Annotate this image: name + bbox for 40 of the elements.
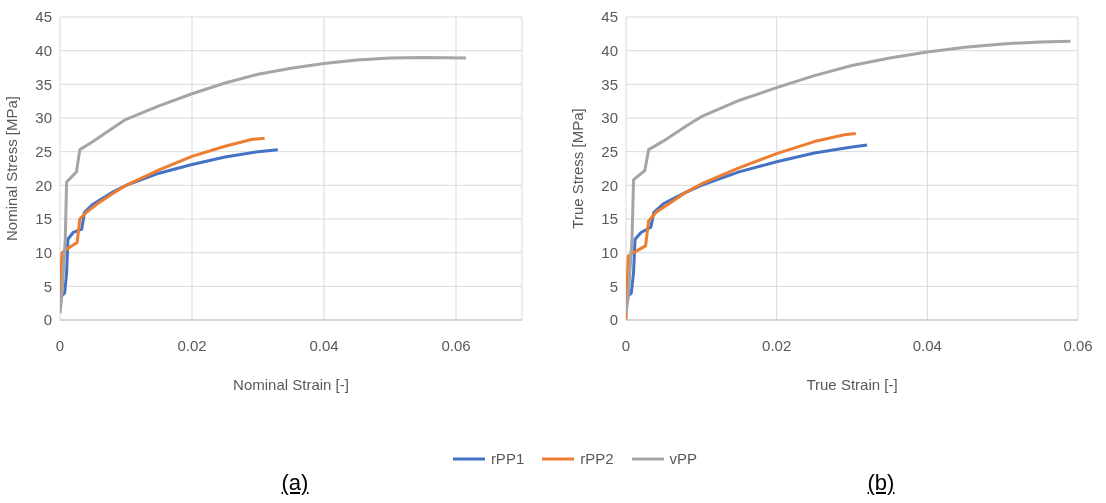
y-tick-label: 30 bbox=[601, 109, 618, 127]
y-tick-label: 40 bbox=[35, 41, 52, 59]
x-tick-label: 0 bbox=[621, 336, 631, 354]
y-tick-label: 25 bbox=[601, 142, 618, 160]
y-tick-label: 35 bbox=[35, 75, 52, 93]
y-axis-title: Nominal Stress [MPa] bbox=[3, 95, 21, 242]
legend-label: vPP bbox=[669, 450, 698, 467]
x-tick-label: 0.06 bbox=[441, 336, 471, 354]
y-tick-label: 20 bbox=[601, 176, 618, 194]
text: (a) bbox=[280, 470, 310, 496]
line-series bbox=[60, 55, 468, 315]
y-tick-label: 35 bbox=[601, 75, 618, 93]
y-tick-label: 30 bbox=[35, 109, 52, 127]
y-tick-label: 5 bbox=[43, 277, 52, 295]
y-tick-label: 0 bbox=[43, 311, 52, 329]
text: (b) bbox=[866, 470, 896, 496]
legend-label: rPP2 bbox=[580, 450, 614, 467]
y-tick-label: 15 bbox=[601, 210, 618, 228]
x-tick-label: 0.04 bbox=[912, 336, 942, 354]
x-axis-title: True Strain [-] bbox=[806, 376, 898, 393]
x-tick-label: 0.02 bbox=[762, 336, 792, 354]
x-tick-label: 0 bbox=[55, 336, 65, 354]
y-tick-label: 15 bbox=[35, 210, 52, 228]
legend-label: rPP1 bbox=[490, 450, 525, 467]
y-tick-label: 5 bbox=[609, 277, 618, 295]
y-tick-label: 25 bbox=[35, 142, 52, 160]
y-tick-label: 45 bbox=[35, 8, 52, 26]
x-tick-label: 0.06 bbox=[1063, 336, 1093, 354]
x-tick-label: 0.02 bbox=[177, 336, 207, 354]
y-tick-label: 40 bbox=[601, 41, 618, 59]
y-axis-title: True Stress [MPa] bbox=[569, 108, 587, 229]
line-series bbox=[626, 39, 1072, 315]
y-tick-label: 10 bbox=[35, 243, 52, 261]
x-axis-title: Nominal Strain [-] bbox=[233, 376, 349, 393]
y-tick-label: 0 bbox=[609, 311, 618, 329]
x-tick-label: 0.04 bbox=[309, 336, 339, 354]
y-tick-label: 45 bbox=[601, 8, 618, 26]
line-series bbox=[626, 131, 858, 320]
y-tick-label: 10 bbox=[601, 243, 618, 261]
y-tick-label: 20 bbox=[35, 176, 52, 194]
